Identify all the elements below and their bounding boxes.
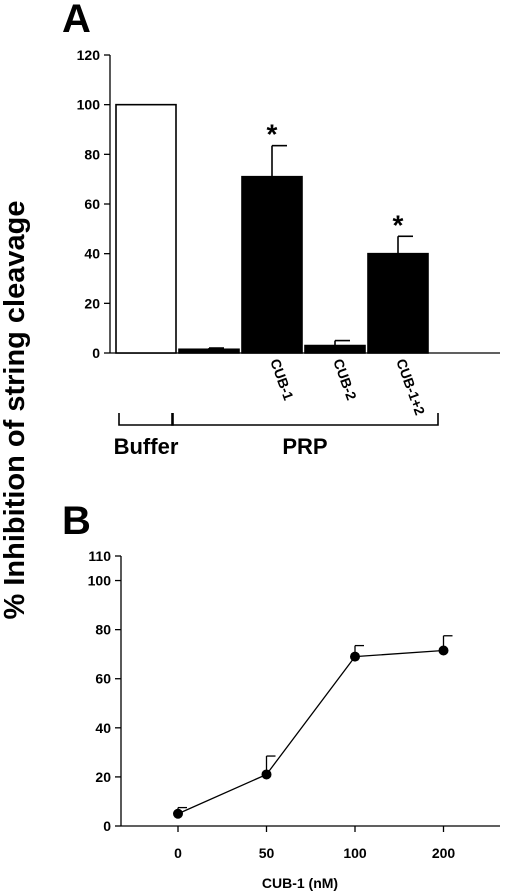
- category-label: CUB-1: [267, 357, 297, 403]
- panel-a-label: A: [62, 0, 91, 41]
- y-tick-label: 20: [84, 295, 100, 311]
- y-tick-label: 100: [77, 97, 101, 113]
- y-tick-label: 80: [95, 622, 111, 638]
- data-point: [261, 769, 272, 780]
- bar: [304, 344, 366, 354]
- significance-marker: *: [267, 119, 278, 150]
- panel-b-line-chart: B 0 20 40 60 80 100 110 0 50 100 200 CUB-1 (nM): [62, 499, 500, 891]
- y-tick-label: 120: [77, 47, 101, 63]
- group-bracket: [118, 413, 174, 426]
- category-label: CUB-1+2: [393, 357, 428, 418]
- significance-marker: *: [393, 209, 404, 240]
- bar: [241, 175, 303, 354]
- data-point: [173, 808, 183, 819]
- y-tick-label: 20: [95, 769, 111, 785]
- x-tick-label: 100: [343, 845, 367, 861]
- y-tick-label: 60: [84, 196, 100, 212]
- y-tick-label: 40: [95, 720, 111, 736]
- group-bracket: [171, 413, 439, 426]
- x-tick-label: 50: [259, 845, 275, 861]
- y-tick-label: 0: [103, 818, 111, 834]
- category-label: CUB-2: [330, 357, 360, 403]
- y-tick-label: 60: [95, 671, 111, 687]
- y-tick-label: 110: [88, 548, 111, 564]
- bar: [367, 252, 429, 354]
- group-label: PRP: [282, 434, 327, 459]
- panel-a-bar-chart: A 0 20 40 60 80 100 120 * CUB-1 CUB-2 * CUB-1+2 Buffe…: [62, 0, 500, 459]
- series-line: [177, 649, 444, 815]
- x-tick-label: 0: [174, 845, 182, 861]
- data-point: [350, 651, 360, 662]
- x-axis-label: CUB-1 (nM): [262, 875, 338, 891]
- bar: [178, 348, 240, 354]
- panel-b-label: B: [62, 499, 91, 543]
- y-tick-label: 0: [92, 345, 100, 361]
- bar: [115, 103, 177, 354]
- y-tick-label: 80: [84, 146, 100, 162]
- y-tick-label: 40: [84, 246, 100, 262]
- data-point: [438, 645, 449, 656]
- y-tick-label: 100: [88, 573, 112, 589]
- x-tick-label: 200: [432, 845, 456, 861]
- y-axis-label: % Inhibition of string cleavage: [0, 201, 31, 620]
- group-label: Buffer: [114, 434, 179, 459]
